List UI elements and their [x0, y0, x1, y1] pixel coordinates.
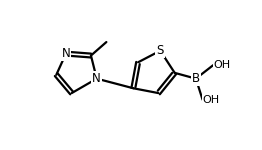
Text: OH: OH — [213, 60, 230, 70]
Text: S: S — [157, 44, 164, 57]
Text: OH: OH — [203, 95, 220, 105]
Text: N: N — [62, 47, 70, 60]
Text: B: B — [192, 72, 200, 85]
Text: N: N — [92, 72, 101, 85]
